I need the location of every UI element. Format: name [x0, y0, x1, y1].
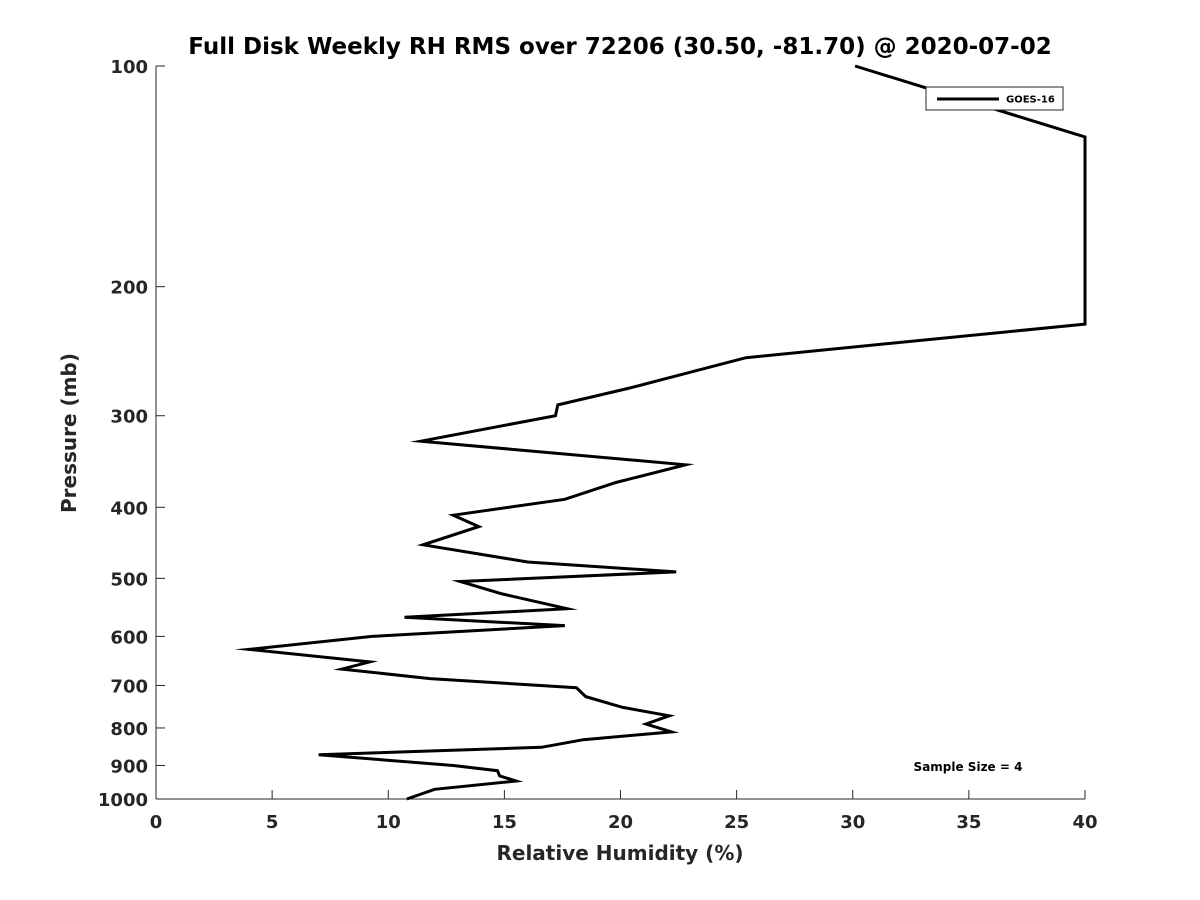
y-tick-label: 1000	[98, 790, 148, 811]
y-axis-label: Pressure (mb)	[57, 353, 81, 513]
y-tick-label: 100	[110, 57, 148, 78]
x-tick-label: 0	[150, 812, 163, 833]
x-tick-label: 15	[492, 812, 517, 833]
series-line-goes-16	[234, 64, 1087, 801]
y-tick-label: 500	[110, 569, 148, 590]
x-tick-label: 30	[840, 812, 865, 833]
y-tick-label: 800	[110, 719, 148, 740]
chart-title: Full Disk Weekly RH RMS over 72206 (30.5…	[188, 34, 1051, 60]
axes	[155, 66, 1085, 800]
x-axis-label: Relative Humidity (%)	[496, 841, 743, 865]
legend-label: GOES-16	[1006, 95, 1055, 106]
legend: GOES-16	[925, 86, 1064, 111]
x-tick-label: 20	[608, 812, 633, 833]
x-tick-label: 5	[266, 812, 279, 833]
y-tick-label: 400	[110, 498, 148, 519]
y-axis-label-group: Pressure (mb)	[57, 353, 81, 513]
sample-size-annotation: Sample Size = 4	[914, 760, 1023, 774]
y-tick-label: 700	[110, 676, 148, 697]
y-tick-label: 600	[110, 627, 148, 648]
y-tick-label: 200	[110, 278, 148, 299]
x-tick-label: 35	[956, 812, 981, 833]
x-tick-label: 40	[1072, 812, 1097, 833]
y-tick-label: 300	[110, 407, 148, 428]
ticks: 0 5 10 15 20 25 30 35 40 100 200 300 400 500 600 700 800…	[98, 57, 1098, 833]
x-tick-label: 10	[376, 812, 401, 833]
series	[234, 64, 1087, 801]
y-tick-label: 900	[110, 756, 148, 777]
x-tick-label: 25	[724, 812, 749, 833]
